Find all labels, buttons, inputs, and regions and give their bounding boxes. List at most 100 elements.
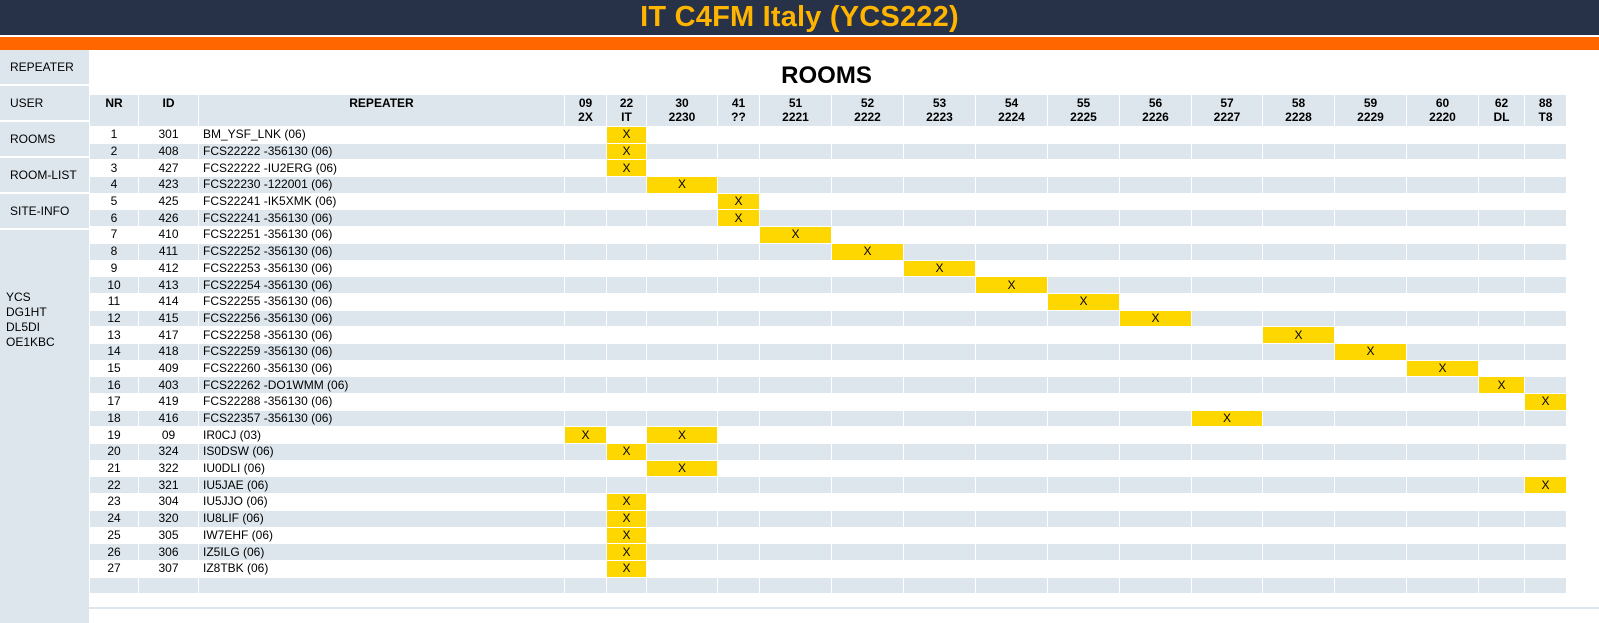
- row-repeater: IU5JJO (06): [198, 493, 565, 511]
- room-cell: [1047, 543, 1120, 561]
- row-id: 412: [138, 259, 199, 278]
- room-mark: X: [606, 543, 647, 561]
- room-cell: [903, 242, 976, 261]
- room-cell: [975, 342, 1048, 361]
- sidebar-item-repeater[interactable]: REPEATER: [0, 50, 89, 86]
- room-cell: [1478, 342, 1525, 361]
- room-cell: [831, 326, 904, 344]
- app-header: IT C4FM Italy (YCS222): [0, 0, 1599, 35]
- row-nr: 14: [89, 342, 139, 361]
- table-row: 8 411 FCS22252 -356130 (06) X: [89, 242, 1567, 261]
- row-repeater: IU5JAE (06): [198, 476, 565, 495]
- room-cell: [1262, 426, 1335, 445]
- room-cell: [606, 359, 647, 378]
- row-nr: 7: [89, 226, 139, 244]
- room-cell: [975, 526, 1048, 545]
- empty-cell: [1524, 593, 1567, 611]
- table-row: 27 307 IZ8TBK (06) X: [89, 559, 1567, 578]
- row-id: 426: [138, 209, 199, 228]
- room-cell: [975, 326, 1048, 344]
- room-cell: [717, 276, 760, 294]
- room-sub: 2222: [854, 110, 881, 124]
- room-cell: [759, 259, 832, 278]
- room-cell: [1262, 443, 1335, 461]
- room-cell: [759, 176, 832, 194]
- row-nr: 15: [89, 359, 139, 378]
- room-cell: [903, 359, 976, 378]
- empty-row: [89, 593, 1567, 611]
- room-mark: X: [606, 509, 647, 528]
- sidebar-item-room-list[interactable]: ROOM-LIST: [0, 158, 89, 194]
- room-cell: [831, 209, 904, 228]
- room-cell: [1524, 126, 1567, 144]
- room-cell: [1524, 176, 1567, 194]
- room-cell: [1478, 459, 1525, 478]
- sidebar-item-site-info[interactable]: SITE-INFO: [0, 194, 89, 230]
- room-cell: [1262, 459, 1335, 478]
- room-cell: [564, 192, 607, 211]
- room-mark: X: [903, 259, 976, 278]
- room-mark: X: [1524, 476, 1567, 495]
- table-row: 7 410 FCS22251 -356130 (06) X: [89, 226, 1567, 244]
- room-cell: [717, 326, 760, 344]
- table-row: 6 426 FCS22241 -356130 (06) X: [89, 209, 1567, 228]
- room-cell: [564, 509, 607, 528]
- room-cell: [903, 493, 976, 511]
- room-cell: [606, 409, 647, 428]
- room-cell: [903, 176, 976, 194]
- room-cell: [646, 209, 718, 228]
- room-cell: [975, 159, 1048, 178]
- room-mark: X: [606, 159, 647, 178]
- row-nr: 2: [89, 142, 139, 161]
- room-cell: [975, 459, 1048, 478]
- room-cell: [606, 342, 647, 361]
- table-row: 2 408 FCS22222 -356130 (06) X: [89, 142, 1567, 161]
- table-row: 22 321 IU5JAE (06) X: [89, 476, 1567, 495]
- table-row: 17 419 FCS22288 -356130 (06) X: [89, 393, 1567, 411]
- room-cell: [1191, 426, 1263, 445]
- room-cell: [1262, 493, 1335, 511]
- room-cell: [1478, 226, 1525, 244]
- room-cell: [1262, 209, 1335, 228]
- room-mark: X: [717, 192, 760, 211]
- room-cell: [1262, 242, 1335, 261]
- room-cell: [1191, 226, 1263, 244]
- row-repeater: BM_YSF_LNK (06): [198, 126, 565, 144]
- room-cell: [831, 526, 904, 545]
- row-nr: 11: [89, 292, 139, 311]
- sidebar-item-user[interactable]: USER: [0, 86, 89, 122]
- row-repeater: FCS22241 -356130 (06): [198, 209, 565, 228]
- room-cell: [1524, 543, 1567, 561]
- empty-cell: [89, 576, 139, 595]
- room-cell: [975, 559, 1048, 578]
- room-cell: [1119, 176, 1192, 194]
- room-cell: [1119, 226, 1192, 244]
- row-repeater: FCS22260 -356130 (06): [198, 359, 565, 378]
- sidebar-item-rooms[interactable]: ROOMS: [0, 122, 89, 158]
- room-cell: [831, 393, 904, 411]
- room-cell: [903, 443, 976, 461]
- row-repeater: FCS22230 -122001 (06): [198, 176, 565, 194]
- room-cell: [1191, 393, 1263, 411]
- row-id: 411: [138, 242, 199, 261]
- empty-cell: [198, 593, 565, 611]
- room-cell: [606, 276, 647, 294]
- row-repeater: FCS22357 -356130 (06): [198, 409, 565, 428]
- room-cell: [1478, 326, 1525, 344]
- column-header-room: 54 2224: [975, 94, 1048, 127]
- room-cell: [1334, 426, 1407, 445]
- room-cell: [1119, 543, 1192, 561]
- empty-cell: [903, 576, 976, 595]
- empty-cell: [1478, 576, 1525, 595]
- room-cell: [1478, 476, 1525, 495]
- room-cell: [759, 359, 832, 378]
- room-cell: [975, 226, 1048, 244]
- room-cell: [1191, 159, 1263, 178]
- site-title: IT C4FM Italy (YCS222): [640, 1, 959, 33]
- room-cell: [1047, 509, 1120, 528]
- room-cell: [1334, 176, 1407, 194]
- empty-cell: [1334, 593, 1407, 611]
- room-cell: [564, 226, 607, 244]
- empty-cell: [1047, 593, 1120, 611]
- room-sub: 2230: [668, 110, 696, 124]
